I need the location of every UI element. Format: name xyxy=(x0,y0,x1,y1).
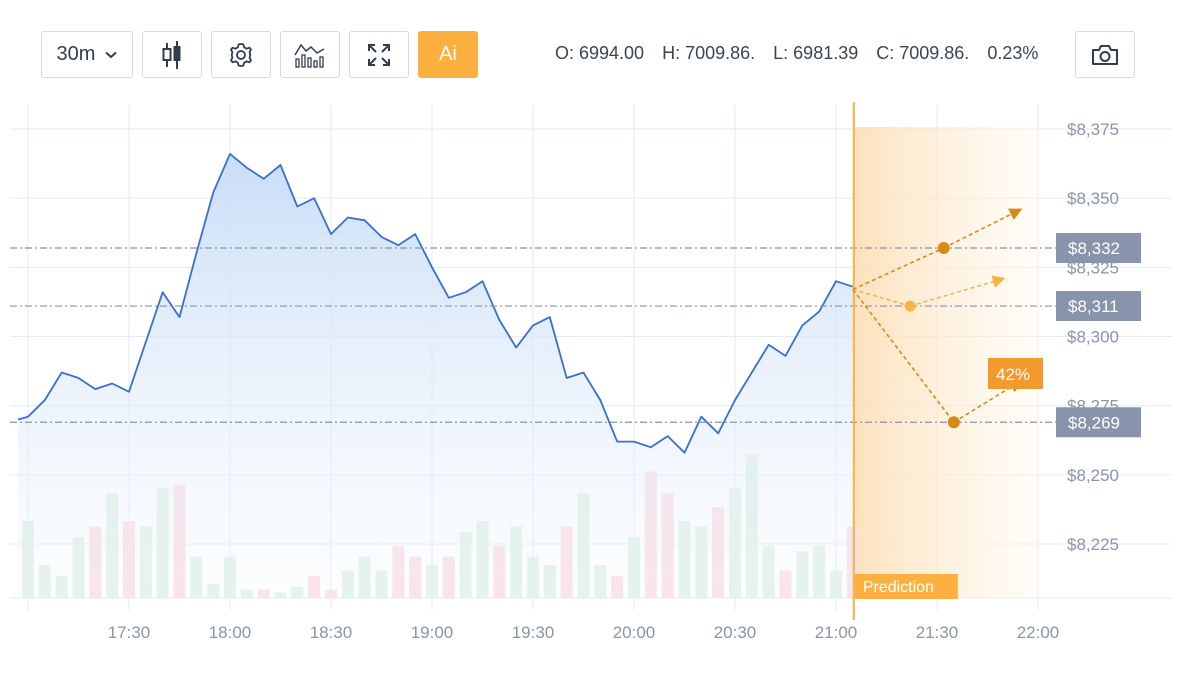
price-level-box xyxy=(1056,407,1141,438)
price-area xyxy=(17,152,854,598)
ohlc-low: L: 6981.39 xyxy=(773,43,859,63)
y-tick-label: $8,350 xyxy=(1067,189,1119,208)
price-level-box xyxy=(1056,291,1141,322)
prediction-path-segment xyxy=(852,247,945,291)
chart-toolbar: 30m xyxy=(41,31,478,78)
prediction-point xyxy=(947,416,960,429)
candlestick-icon xyxy=(162,40,181,69)
x-tick-label: 19:30 xyxy=(512,623,555,642)
x-tick-label: 18:00 xyxy=(209,623,252,642)
y-tick-label: $8,375 xyxy=(1067,120,1119,139)
indicators-button[interactable] xyxy=(280,31,340,78)
prediction-path-arrow xyxy=(909,275,1006,307)
prediction-point xyxy=(904,300,916,312)
screenshot-button[interactable] xyxy=(1075,31,1135,78)
x-tick-label: 22:00 xyxy=(1017,623,1060,642)
price-level-label: $8,269 xyxy=(1068,413,1120,432)
price-line xyxy=(17,152,854,454)
ohlc-close: C: 7009.86. xyxy=(876,43,970,63)
x-tick-label: 20:00 xyxy=(613,623,656,642)
y-tick-label: $8,225 xyxy=(1067,535,1119,554)
prediction-tag xyxy=(854,574,958,599)
y-tick-label: $8,300 xyxy=(1067,328,1119,347)
price-level-box xyxy=(1056,232,1141,263)
settings-button[interactable] xyxy=(211,31,271,78)
ai-label: Ai xyxy=(439,43,457,65)
price-level-label: $8,311 xyxy=(1068,297,1119,316)
x-tick-label: 21:30 xyxy=(916,623,959,642)
price-area-fill xyxy=(18,153,853,598)
x-tick-label: 21:00 xyxy=(815,623,858,642)
prediction-path-arrow xyxy=(943,208,1023,249)
x-tick-label: 20:30 xyxy=(714,623,757,642)
fullscreen-icon xyxy=(368,43,390,66)
ohlc-change: 0.23% xyxy=(987,43,1039,63)
x-axis: 17:30 18:00 18:30 19:00 19:30 20:00 20:30 21:00… xyxy=(108,623,1060,642)
chart-type-button[interactable] xyxy=(142,31,202,78)
gear-icon xyxy=(230,42,252,67)
x-tick-label: 17:30 xyxy=(108,623,151,642)
y-tick-label: $8,325 xyxy=(1067,258,1119,277)
indicator-icon xyxy=(294,43,325,68)
ohlc-readout: O: 6994.00 H: 7009.86. L: 6981.39 C: 700… xyxy=(555,43,1038,64)
x-tick-label: 18:30 xyxy=(310,623,353,642)
prediction-path-segment xyxy=(852,288,911,307)
price-level-label: $8,332 xyxy=(1068,239,1120,258)
prediction-label: Prediction xyxy=(863,579,934,596)
y-axis: $8,375 $8,350 $8,325 $8,300 $8,275 $8,250 $8,2… xyxy=(1067,120,1119,554)
price-levels: $8,332 $8,311 $8,269 xyxy=(10,232,1141,438)
prediction-point xyxy=(937,241,950,254)
probability-label: 42% xyxy=(996,365,1030,384)
probability-badge xyxy=(988,358,1043,389)
prediction-paths: 42% Prediction xyxy=(852,102,1043,620)
y-tick-label: $8,250 xyxy=(1067,466,1119,485)
y-tick-label: $8,275 xyxy=(1067,397,1119,416)
interval-select[interactable]: 30m xyxy=(41,31,133,78)
x-tick-label: 19:00 xyxy=(411,623,454,642)
ohlc-open: O: 6994.00 xyxy=(555,43,645,63)
ai-prediction-button[interactable]: Ai xyxy=(418,31,478,78)
ohlc-high: H: 7009.86. xyxy=(662,43,756,63)
chevron-down-icon xyxy=(105,51,118,58)
camera-icon xyxy=(1092,44,1118,65)
interval-value: 30m xyxy=(56,43,96,65)
fullscreen-button[interactable] xyxy=(349,31,409,78)
